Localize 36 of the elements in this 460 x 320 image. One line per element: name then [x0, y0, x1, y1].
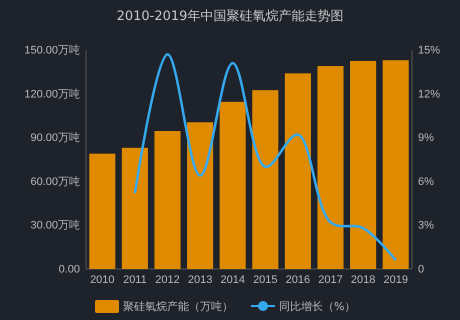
bar [220, 102, 246, 269]
y-tick-label: 30.00万吨 [30, 218, 80, 232]
y2-tick-label: 9% [418, 132, 434, 144]
x-tick-label: 2013 [188, 274, 212, 286]
y2-tick-label: 0 [418, 264, 424, 276]
bar [382, 60, 409, 269]
bar [187, 122, 214, 269]
y-tick-label: 60.00万吨 [30, 174, 80, 188]
bar [284, 73, 311, 269]
bar [89, 154, 116, 269]
x-tick-label: 2014 [220, 274, 245, 286]
y2-tick-label: 3% [418, 220, 434, 232]
x-tick-label: 2011 [123, 274, 147, 286]
y-tick-label: 0.00 [58, 264, 80, 276]
bar [317, 66, 344, 269]
y2-tick-label: 15% [418, 44, 440, 57]
y-tick-label: 150.00万吨 [24, 44, 80, 57]
bar [122, 148, 148, 269]
y-tick-label: 90.00万吨 [30, 131, 80, 144]
x-tick-label: 2019 [383, 274, 408, 286]
legend-label: 同比增长（%） [279, 300, 356, 313]
bar [154, 131, 181, 269]
line-series [134, 53, 397, 262]
chart-title: 2010-2019年中国聚硅氧烷产能走势图 [116, 9, 344, 24]
x-tick-label: 2015 [253, 274, 278, 286]
x-tick-label: 2012 [155, 274, 180, 286]
x-tick-label: 2017 [318, 274, 343, 286]
legend-label: 聚硅氧烷产能（万吨） [123, 300, 233, 313]
y2-tick-label: 6% [418, 176, 434, 188]
y-tick-label: 120.00万吨 [24, 87, 80, 100]
bar [252, 90, 278, 269]
y2-tick-label: 12% [418, 88, 440, 100]
x-tick-label: 2010 [90, 274, 115, 286]
bar [350, 60, 376, 269]
x-tick-label: 2016 [286, 274, 310, 286]
x-tick-label: 2018 [350, 274, 376, 286]
